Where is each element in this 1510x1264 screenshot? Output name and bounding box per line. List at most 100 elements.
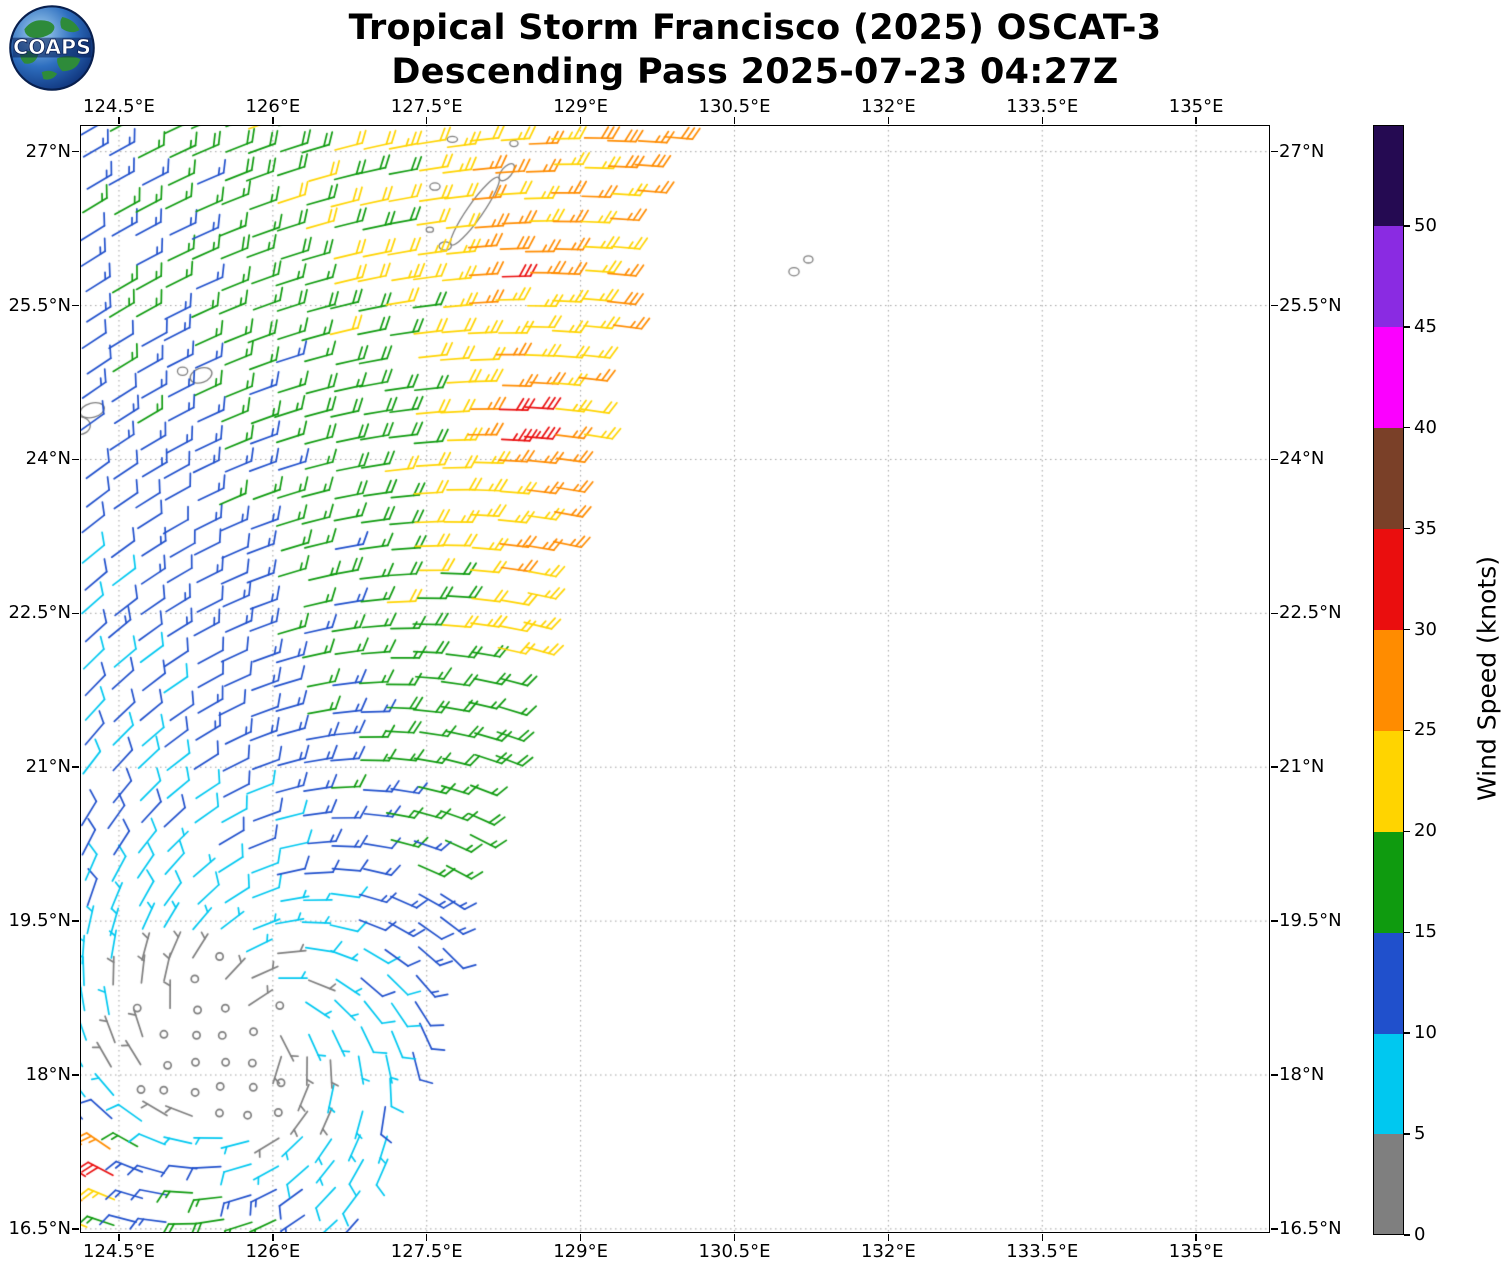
colorbar-tick-mark bbox=[1404, 426, 1410, 429]
lon-tick-label-top: 130.5°E bbox=[698, 96, 771, 117]
colorbar-tick-mark bbox=[1404, 628, 1410, 631]
colorbar-tick-label: 10 bbox=[1414, 1022, 1437, 1044]
axis-tick-mark bbox=[887, 117, 890, 124]
lon-tick-label-bottom: 135°E bbox=[1168, 1241, 1224, 1262]
axis-tick-mark bbox=[1271, 458, 1278, 461]
axis-tick-mark bbox=[1271, 612, 1278, 615]
lon-tick-label-top: 133.5°E bbox=[1006, 96, 1079, 117]
colorbar-tick-mark bbox=[1404, 931, 1410, 934]
colorbar-tick-label: 50 bbox=[1414, 214, 1437, 236]
colorbar-tick-label: 35 bbox=[1414, 517, 1437, 539]
axis-tick-mark bbox=[72, 766, 79, 768]
axis-tick-mark bbox=[579, 117, 582, 124]
colorbar-tick-mark bbox=[1404, 1234, 1410, 1236]
lat-tick-label-left: 22.5°N bbox=[8, 602, 71, 624]
colorbar-tick-mark bbox=[1404, 225, 1410, 227]
colorbar-tick-label: 45 bbox=[1414, 315, 1437, 337]
lat-tick-label-right: 24°N bbox=[1279, 448, 1325, 470]
axis-tick-mark bbox=[72, 150, 79, 153]
axis-tick-mark bbox=[887, 1234, 890, 1241]
lon-tick-label-top: 126°E bbox=[245, 96, 301, 117]
colorbar-tick-label: 5 bbox=[1414, 1123, 1426, 1145]
colorbar-tick-label: 30 bbox=[1414, 618, 1437, 640]
lat-tick-label-right: 18°N bbox=[1279, 1064, 1325, 1085]
colorbar-segment bbox=[1374, 931, 1403, 1034]
colorbar-segment bbox=[1374, 1133, 1403, 1234]
colorbar-tick-mark bbox=[1404, 1032, 1410, 1034]
axis-tick-mark bbox=[72, 920, 79, 922]
axis-tick-mark bbox=[1271, 1074, 1278, 1076]
colorbar-tick-label: 20 bbox=[1414, 820, 1437, 842]
lat-tick-label-left: 25.5°N bbox=[8, 294, 71, 316]
lon-tick-label-top: 124.5°E bbox=[83, 96, 155, 117]
axis-tick-mark bbox=[72, 1074, 79, 1076]
lat-tick-label-right: 27°N bbox=[1279, 140, 1325, 162]
colorbar-tick-label: 0 bbox=[1414, 1224, 1426, 1245]
chart-title: Tropical Storm Francisco (2025) OSCAT-3 bbox=[348, 8, 1162, 48]
lon-tick-label-bottom: 126°E bbox=[245, 1241, 301, 1262]
lon-tick-label-top: 129°E bbox=[553, 96, 608, 117]
lat-tick-label-left: 18°N bbox=[25, 1064, 71, 1085]
wind-barb-map-canvas bbox=[80, 125, 1270, 1233]
axis-tick-mark bbox=[1271, 304, 1278, 307]
axis-tick-mark bbox=[272, 1234, 274, 1241]
colorbar-tick-mark bbox=[1404, 527, 1410, 530]
lat-tick-label-right: 19.5°N bbox=[1279, 910, 1342, 932]
axis-tick-mark bbox=[1195, 1234, 1197, 1241]
colorbar-tick-mark bbox=[1404, 830, 1410, 833]
colorbar-segment bbox=[1374, 730, 1403, 832]
colorbar-segment bbox=[1374, 629, 1403, 731]
coaps-globe-icon: COAPS bbox=[9, 5, 95, 91]
axis-tick-mark bbox=[272, 117, 274, 124]
colorbar-tick-mark bbox=[1404, 729, 1410, 732]
axis-tick-mark bbox=[579, 1234, 582, 1241]
colorbar-tick-label: 40 bbox=[1414, 416, 1437, 438]
axis-tick-mark bbox=[72, 612, 79, 615]
axis-tick-mark bbox=[1271, 150, 1278, 153]
lat-tick-label-right: 16.5°N bbox=[1279, 1217, 1342, 1239]
axis-tick-mark bbox=[1041, 1234, 1043, 1241]
axis-tick-mark bbox=[118, 1234, 120, 1241]
coaps-logo: COAPS bbox=[9, 5, 95, 91]
lon-tick-label-bottom: 130.5°E bbox=[698, 1241, 771, 1262]
lon-tick-label-top: 132°E bbox=[861, 96, 916, 117]
axis-tick-mark bbox=[1195, 117, 1197, 124]
axis-tick-mark bbox=[733, 1234, 736, 1241]
colorbar-segment bbox=[1374, 1032, 1403, 1135]
logo-text: COAPS bbox=[13, 35, 91, 59]
axis-tick-mark bbox=[733, 117, 736, 124]
lat-tick-label-left: 21°N bbox=[25, 756, 71, 778]
axis-tick-mark bbox=[72, 458, 79, 461]
axis-tick-mark bbox=[425, 1234, 428, 1241]
lat-tick-label-right: 22.5°N bbox=[1279, 602, 1342, 624]
axis-tick-mark bbox=[72, 1228, 79, 1230]
colorbar-tick-mark bbox=[1404, 326, 1410, 328]
colorbar-tick-label: 25 bbox=[1414, 719, 1437, 741]
chart-subtitle: Descending Pass 2025-07-23 04:27Z bbox=[391, 52, 1119, 92]
colorbar-segment bbox=[1374, 427, 1403, 530]
lon-tick-label-top: 135°E bbox=[1168, 96, 1224, 117]
lon-tick-label-bottom: 132°E bbox=[861, 1241, 916, 1262]
axis-tick-mark bbox=[1041, 117, 1043, 124]
axis-tick-mark bbox=[118, 117, 120, 124]
axis-tick-mark bbox=[1271, 1228, 1278, 1230]
lat-tick-label-left: 27°N bbox=[25, 140, 71, 162]
colorbar-axis-label: Wind Speed (knots) bbox=[1472, 555, 1502, 802]
lon-tick-label-bottom: 124.5°E bbox=[83, 1241, 155, 1262]
axis-tick-mark bbox=[1271, 766, 1278, 768]
lon-tick-label-bottom: 127.5°E bbox=[390, 1241, 463, 1262]
lon-tick-label-bottom: 129°E bbox=[553, 1241, 608, 1262]
colorbar-segment bbox=[1374, 830, 1403, 933]
lat-tick-label-right: 21°N bbox=[1279, 756, 1325, 778]
lat-tick-label-left: 24°N bbox=[25, 448, 71, 470]
colorbar-segment bbox=[1374, 225, 1403, 328]
axis-tick-mark bbox=[1271, 920, 1278, 922]
colorbar-segment bbox=[1374, 528, 1403, 630]
colorbar bbox=[1373, 125, 1404, 1235]
lat-tick-label-left: 19.5°N bbox=[8, 910, 71, 932]
colorbar-segment bbox=[1374, 326, 1403, 429]
colorbar-tick-mark bbox=[1404, 1133, 1410, 1135]
colorbar-segment bbox=[1374, 126, 1403, 227]
colorbar-tick-label: 15 bbox=[1414, 921, 1437, 943]
